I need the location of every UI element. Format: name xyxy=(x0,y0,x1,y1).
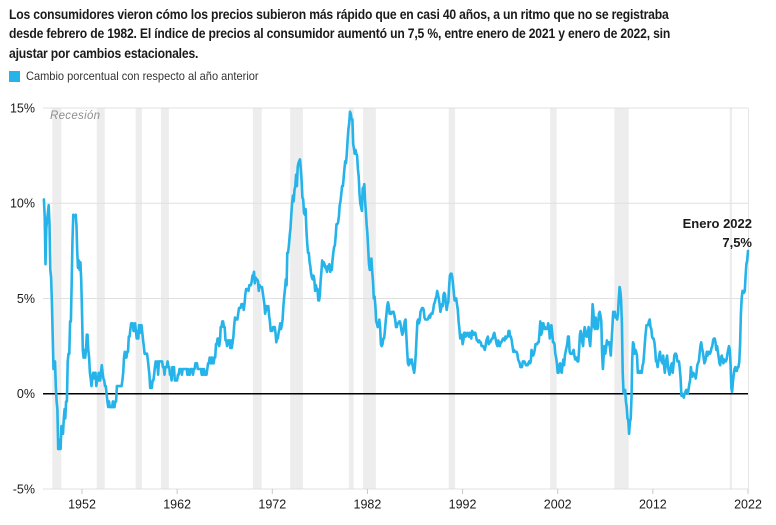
cpi-line xyxy=(42,110,750,451)
x-tick-label: 1992 xyxy=(449,498,477,512)
latest-point-annotation: Enero 2022 7,5% xyxy=(683,214,752,252)
headline-line-1: Los consumidores vieron cómo los precios… xyxy=(9,7,669,22)
x-tick-label: 2012 xyxy=(639,498,667,512)
legend-swatch xyxy=(9,70,20,82)
y-tick-label: 0% xyxy=(17,387,35,401)
x-tick-label: 2022 xyxy=(734,498,762,512)
y-tick-label: -5% xyxy=(13,482,35,496)
recession-label: Recesión xyxy=(50,110,101,122)
y-tick-label: 10% xyxy=(10,197,35,211)
chart-headline: Los consumidores vieron cómo los precios… xyxy=(9,5,775,63)
chart-legend: Cambio porcentual con respecto al año an… xyxy=(9,69,279,83)
annotation-value: 7,5% xyxy=(722,235,752,250)
x-tick-label: 1952 xyxy=(68,498,96,512)
y-tick-label: 15% xyxy=(10,101,35,115)
y-tick-label: 5% xyxy=(17,292,35,306)
annotation-date: Enero 2022 xyxy=(682,216,752,231)
x-tick-label: 2002 xyxy=(544,498,572,512)
headline-line-3: ajustar por cambios estacionales. xyxy=(9,45,199,61)
x-tick-label: 1982 xyxy=(354,498,382,512)
legend-label: Cambio porcentual con respecto al año an… xyxy=(26,69,259,83)
x-tick-label: 1962 xyxy=(163,498,191,512)
x-tick-label: 1972 xyxy=(258,498,286,512)
headline-line-2: desde febrero de 1982. El índice de prec… xyxy=(9,26,671,42)
